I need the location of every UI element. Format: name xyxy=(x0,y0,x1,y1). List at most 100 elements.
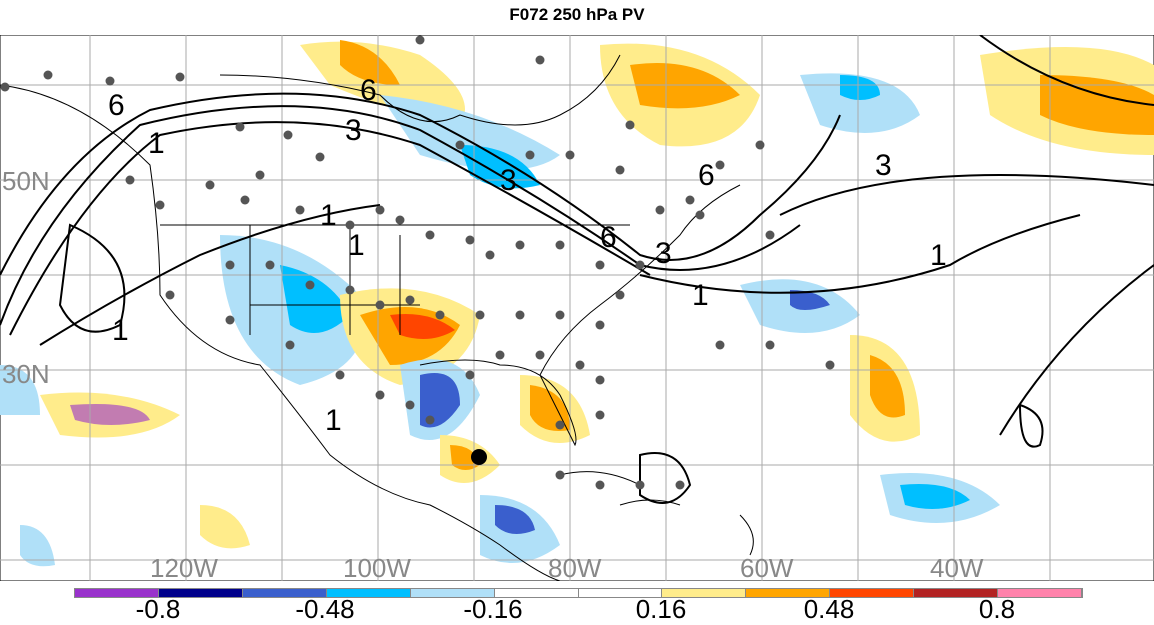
contour-label: 1 xyxy=(320,199,337,232)
colorbar-swatch xyxy=(914,589,999,597)
colorbar-swatch xyxy=(746,589,831,597)
station-dot xyxy=(525,150,535,160)
contour-label: 3 xyxy=(655,237,672,270)
station-dot xyxy=(395,215,405,225)
colorbar-swatch xyxy=(662,589,747,597)
station-dot xyxy=(595,320,605,330)
contour-label: 3 xyxy=(345,114,362,147)
station-dot xyxy=(685,195,695,205)
station-dot xyxy=(555,470,565,480)
station-dot xyxy=(715,160,725,170)
station-dot xyxy=(125,175,135,185)
colorbar-swatch xyxy=(158,589,243,597)
station-dot xyxy=(625,120,635,130)
contour-label: 3 xyxy=(875,149,892,182)
contour-label: 3 xyxy=(500,164,517,197)
station-dot xyxy=(695,210,705,220)
colorbar-swatch xyxy=(75,589,159,597)
station-dot xyxy=(265,260,275,270)
colorbar-swatch xyxy=(326,589,411,597)
contour-label: 6 xyxy=(360,74,377,107)
station-dot xyxy=(315,152,325,162)
station-dot xyxy=(105,76,115,86)
contour-label: 6 xyxy=(108,89,125,122)
station-dot xyxy=(615,290,625,300)
contour-label: 1 xyxy=(348,229,365,262)
station-dot xyxy=(515,240,525,250)
lat-label: 50N xyxy=(2,166,50,196)
station-dot xyxy=(825,360,835,370)
station-dot xyxy=(255,170,265,180)
station-dot xyxy=(615,165,625,175)
grid-labels: 50N 30N 120W 100W 80W 60W 40W xyxy=(2,166,984,581)
station-dot xyxy=(425,415,435,425)
station-dot xyxy=(555,240,565,250)
contour-label: 6 xyxy=(600,221,617,254)
station-dot xyxy=(595,375,605,385)
station-dot xyxy=(405,400,415,410)
coastlines xyxy=(0,54,754,581)
station-dot xyxy=(455,140,465,150)
station-dot xyxy=(595,480,605,490)
station-dot xyxy=(635,260,645,270)
station-dot xyxy=(345,220,355,230)
station-dot xyxy=(535,55,545,65)
station-dot xyxy=(155,200,165,210)
station-markers xyxy=(0,35,835,490)
station-dot xyxy=(425,230,435,240)
station-dot xyxy=(43,70,53,80)
colorbar-label: 0.8 xyxy=(978,594,1016,624)
colorbar-swatch xyxy=(830,589,915,597)
station-dot xyxy=(235,122,245,132)
colorbar-swatch xyxy=(410,589,495,597)
station-dot xyxy=(655,205,665,215)
station-dot xyxy=(485,250,495,260)
station-dot xyxy=(475,310,485,320)
station-dot xyxy=(465,235,475,245)
station-dot xyxy=(755,140,765,150)
colorbar xyxy=(74,588,1083,598)
contour-labels: 6 3 1 6 3 1 1 6 6 3 3 1 1 1 1 xyxy=(108,74,947,437)
station-dot xyxy=(375,390,385,400)
station-dot xyxy=(575,360,585,370)
station-dot xyxy=(715,340,725,350)
lon-label: 40W xyxy=(930,553,984,581)
station-dot xyxy=(765,340,775,350)
colorbar-swatch xyxy=(242,589,327,597)
station-dot xyxy=(465,370,475,380)
lon-label: 120W xyxy=(150,553,218,581)
contour-label: 1 xyxy=(325,404,342,437)
contour-label: 6 xyxy=(698,159,715,192)
lon-label: 60W xyxy=(740,553,794,581)
lon-label: 80W xyxy=(548,553,602,581)
pv-contours xyxy=(0,35,1154,504)
colorbar-label: -0.8 xyxy=(135,594,181,624)
station-dot xyxy=(225,260,235,270)
contour-label: 1 xyxy=(692,279,709,312)
station-dot xyxy=(375,300,385,310)
station-dot xyxy=(0,82,10,92)
station-dot xyxy=(495,350,505,360)
station-dot xyxy=(515,310,525,320)
station-dot xyxy=(345,285,355,295)
station-dot xyxy=(675,480,685,490)
station-dot xyxy=(595,410,605,420)
contour-label: 1 xyxy=(930,239,947,272)
contour-label: 1 xyxy=(112,314,129,347)
colorbar-label: -0.16 xyxy=(463,594,523,624)
station-dot xyxy=(555,420,565,430)
station-dot xyxy=(765,230,775,240)
chart-title: F072 250 hPa PV xyxy=(509,5,645,24)
station-dot xyxy=(405,295,415,305)
station-dot xyxy=(165,290,175,300)
station-dot xyxy=(565,150,575,160)
colorbar-swatch xyxy=(578,589,663,597)
station-dot xyxy=(283,130,293,140)
station-dot xyxy=(305,280,315,290)
storm-center-marker xyxy=(471,449,487,465)
station-dot xyxy=(175,72,185,82)
station-dot xyxy=(535,350,545,360)
colorbar-label: 0.16 xyxy=(635,594,687,624)
station-dot xyxy=(435,310,445,320)
lat-label: 30N xyxy=(2,359,50,389)
